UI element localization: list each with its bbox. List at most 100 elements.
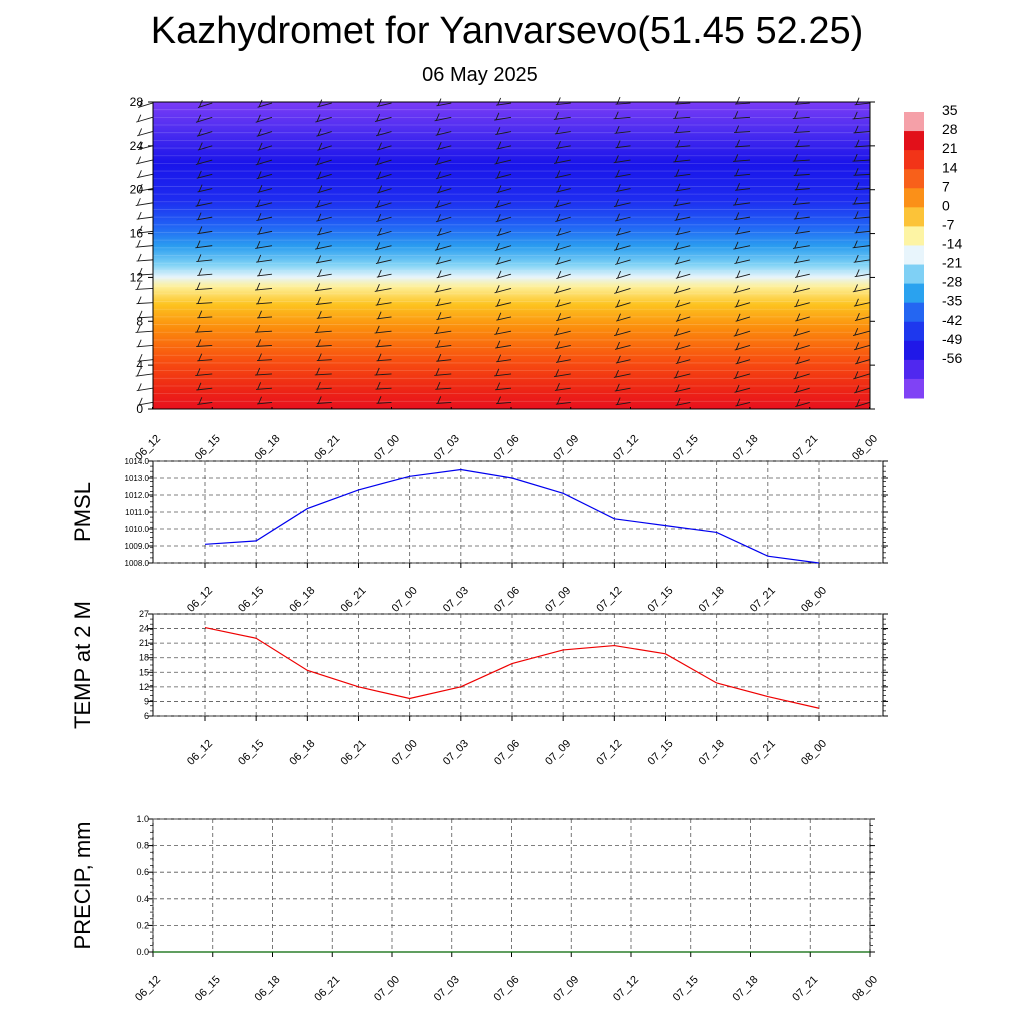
wind-barb [195, 245, 213, 249]
wind-barb [734, 173, 751, 177]
wind-barb-flag [376, 157, 381, 165]
wind-barb [615, 230, 631, 236]
wind-barb-flag [318, 142, 323, 150]
wind-barb-flag [258, 226, 263, 235]
wind-barb [256, 387, 273, 390]
wind-barb-flag [435, 368, 440, 376]
wind-barb [553, 373, 571, 378]
wind-barb-flag [794, 371, 799, 379]
wind-barb-flag [436, 298, 441, 306]
wind-barb-flag [794, 111, 798, 119]
x-tick-label: 06_18 [253, 433, 283, 463]
wind-barb-flag [495, 156, 500, 164]
x-tick-label: 07_09 [551, 433, 581, 463]
wind-barb-flag [198, 310, 203, 318]
wind-barb [794, 102, 810, 105]
wind-barb [614, 387, 631, 392]
wind-barb-flag [795, 226, 800, 234]
wind-barb-flag [198, 184, 203, 192]
wind-barb-flag [375, 367, 380, 376]
wind-barb [196, 131, 213, 137]
x-tick-label: 07_06 [492, 585, 522, 615]
wind-barb-flag [137, 114, 142, 122]
wind-barb [135, 159, 153, 165]
wind-barb-flag [616, 213, 620, 221]
wind-barb-flag [736, 139, 740, 147]
wind-barb [614, 216, 631, 222]
wind-barb-flag [617, 270, 622, 279]
wind-barb-flag [198, 226, 203, 234]
wind-barb [854, 230, 870, 234]
wind-barb [613, 373, 631, 378]
wind-barb-flag [317, 297, 321, 305]
y-tick-label: 8 [136, 314, 143, 328]
wind-barb-flag [497, 270, 502, 279]
color-bar-segment [904, 131, 924, 151]
wind-barb-flag [796, 356, 801, 364]
wind-barb [315, 302, 332, 305]
wind-barb [257, 230, 273, 235]
wind-barb-flag [138, 310, 143, 318]
wind-barb-flag [856, 356, 860, 364]
wind-barb [673, 330, 691, 337]
wind-barb-flag [557, 270, 562, 279]
wind-barb-flag [376, 381, 381, 390]
wind-barb-flag [378, 227, 382, 236]
wind-barb-flag [138, 225, 143, 234]
wind-barb [375, 387, 392, 390]
wind-barb [494, 287, 512, 294]
wind-barb [555, 302, 571, 308]
wind-barb-flag [436, 256, 441, 264]
wind-barb [555, 102, 571, 106]
wind-barb [316, 359, 332, 362]
wind-barb [733, 159, 751, 162]
wind-barb-flag [615, 242, 620, 251]
wind-barb-flag [497, 185, 502, 193]
wind-barb [735, 273, 751, 279]
wind-barb [375, 259, 392, 264]
wind-barb-flag [196, 324, 201, 333]
wind-barb [556, 188, 571, 193]
x-tick-label: 07_18 [697, 738, 727, 768]
wind-barb [793, 330, 810, 337]
wind-barb-flag [316, 241, 321, 250]
wind-barb [197, 316, 213, 319]
wind-barb-flag [556, 382, 560, 391]
wind-barb [794, 387, 810, 394]
wind-barb [255, 159, 273, 166]
wind-barb-flag [437, 396, 442, 404]
wind-barb-flag [197, 296, 202, 304]
wind-barb [854, 102, 870, 106]
wind-barb [255, 287, 273, 291]
wind-barb-flag [736, 270, 741, 278]
wind-barb-flag [557, 184, 562, 193]
wind-barb-flag [377, 98, 382, 107]
wind-barb [555, 145, 571, 149]
wind-barb [734, 216, 751, 221]
wind-barb-flag [856, 399, 860, 407]
wind-barb [733, 287, 751, 294]
wind-barb-flag [735, 384, 740, 393]
wind-barb [854, 145, 870, 148]
wind-barb [855, 359, 870, 365]
wind-barb [555, 401, 571, 405]
wind-barb-flag [556, 126, 560, 134]
wind-barb [852, 116, 870, 120]
wind-barb [314, 287, 332, 292]
wind-barb-flag [497, 97, 502, 106]
wind-barb [854, 316, 870, 321]
wind-barb [613, 202, 631, 208]
wind-barb-flag [258, 268, 263, 276]
wind-barb [434, 116, 452, 122]
wind-barb-flag [855, 298, 859, 307]
wind-barb-flag [555, 155, 560, 164]
wind-barb-flag [555, 242, 560, 251]
wind-barb-flag [617, 227, 621, 236]
wind-barb-flag [796, 269, 800, 278]
wind-barb [496, 359, 512, 363]
x-tick-label: 07_21 [748, 738, 778, 768]
wind-barb-flag [317, 255, 322, 263]
wind-barb [317, 145, 332, 151]
color-bar-label: -21 [942, 255, 962, 271]
wind-barb-flag [495, 112, 500, 121]
